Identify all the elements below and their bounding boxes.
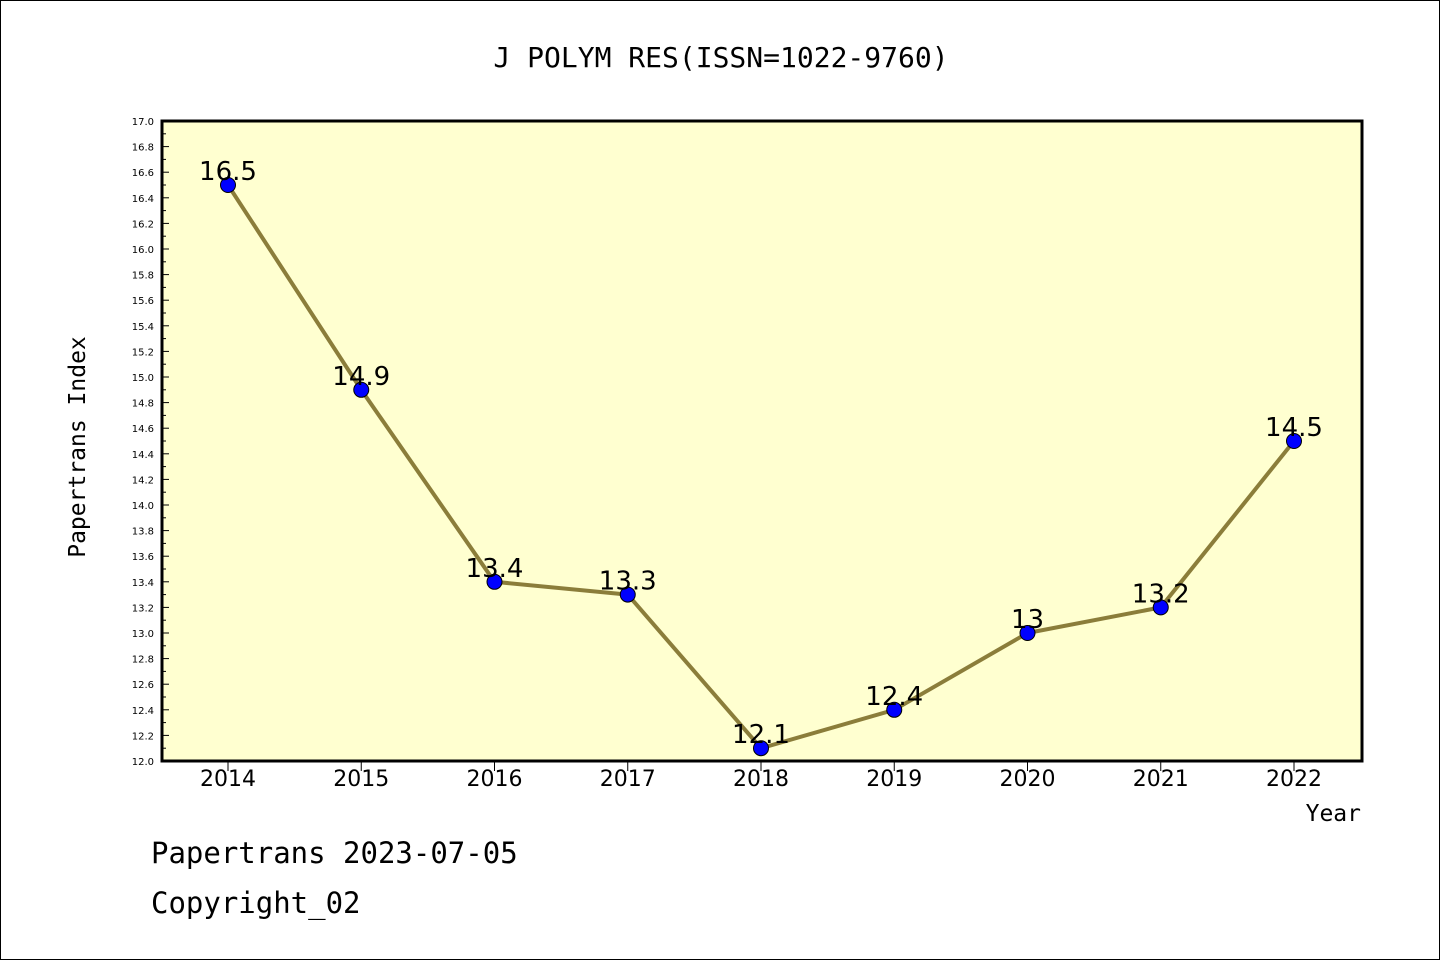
x-tick-label: 2014 <box>200 767 256 792</box>
data-point <box>753 740 769 757</box>
data-point <box>1152 599 1169 616</box>
y-tick-label: 16.6 <box>132 168 154 179</box>
data-point <box>619 586 636 603</box>
footer-date: Papertrans 2023-07-05 <box>151 836 518 870</box>
data-point <box>886 701 903 718</box>
y-tick-label: 13.0 <box>132 629 154 640</box>
data-label: 13.3 <box>599 567 657 597</box>
y-tick-label: 15.4 <box>132 322 154 333</box>
y-tick-label: 13.2 <box>132 603 154 614</box>
y-tick-label: 15.2 <box>132 347 154 358</box>
x-tick-label: 2019 <box>866 767 922 792</box>
y-tick-label: 15.0 <box>132 373 154 384</box>
y-tick-label: 15.8 <box>132 271 154 282</box>
data-label: 13 <box>1011 605 1044 635</box>
data-label: 14.5 <box>1265 413 1323 443</box>
y-tick-label: 16.4 <box>132 194 154 205</box>
y-tick-label: 14.4 <box>132 450 154 461</box>
data-point <box>220 177 236 193</box>
data-point <box>1019 625 1036 641</box>
y-tick-label: 16.0 <box>132 245 154 256</box>
data-label: 13.4 <box>466 554 524 584</box>
y-tick-label: 13.4 <box>132 578 154 589</box>
y-tick-label: 16.2 <box>132 219 154 230</box>
y-tick-label: 12.4 <box>132 706 154 717</box>
data-label: 13.2 <box>1132 579 1190 609</box>
chart-title: J POLYM RES(ISSN=1022-9760) <box>493 41 948 74</box>
y-tick-label: 14.8 <box>132 399 154 410</box>
y-tick-label: 13.6 <box>132 552 154 563</box>
x-tick-label: 2022 <box>1266 767 1322 792</box>
data-label: 12.1 <box>732 720 790 750</box>
y-tick-label: 12.6 <box>132 680 154 691</box>
y-tick-label: 14.0 <box>132 501 154 512</box>
y-tick-label: 17.0 <box>132 117 154 128</box>
y-tick-label: 15.6 <box>132 296 154 307</box>
data-label: 16.5 <box>199 157 257 187</box>
y-tick-label: 12.8 <box>132 655 154 666</box>
y-tick-label: 13.8 <box>132 527 154 538</box>
data-label: 12.4 <box>865 682 923 712</box>
data-point <box>1286 433 1302 449</box>
x-tick-label: 2018 <box>733 767 789 792</box>
data-point <box>486 573 503 590</box>
x-axis-label: Year <box>1306 801 1361 827</box>
x-tick-label: 2016 <box>467 767 523 792</box>
plot-area <box>160 119 1364 763</box>
x-tick-label: 2020 <box>1000 767 1056 792</box>
y-tick-label: 16.8 <box>132 143 154 154</box>
data-label: 14.9 <box>332 362 390 392</box>
data-point <box>353 381 370 398</box>
y-tick-label: 14.6 <box>132 424 154 435</box>
data-labels: 16.5 14.9 13.4 13.3 12.1 12.4 13 13.2 14.5 <box>199 157 1323 750</box>
footer-copyright: Copyright_02 <box>151 886 361 920</box>
x-tick-label: 2021 <box>1133 767 1189 792</box>
y-tick-label: 12.2 <box>132 731 154 742</box>
y-tick-label: 14.2 <box>132 475 154 486</box>
y-axis-label: Papertrans Index <box>65 336 91 558</box>
x-tick-label: 2017 <box>600 767 656 792</box>
x-tick-label: 2015 <box>333 767 389 792</box>
y-tick-label: 12.0 <box>132 757 154 768</box>
y-axis-ticks: 12.0 12.2 12.4 12.6 12.8 13.0 13.2 13.4 13.6 13.8… <box>132 117 169 768</box>
x-axis-ticks: 2014 2015 2016 2017 2018 2019 2020 2021 2022 <box>200 761 1322 792</box>
series-layer <box>220 177 1302 757</box>
